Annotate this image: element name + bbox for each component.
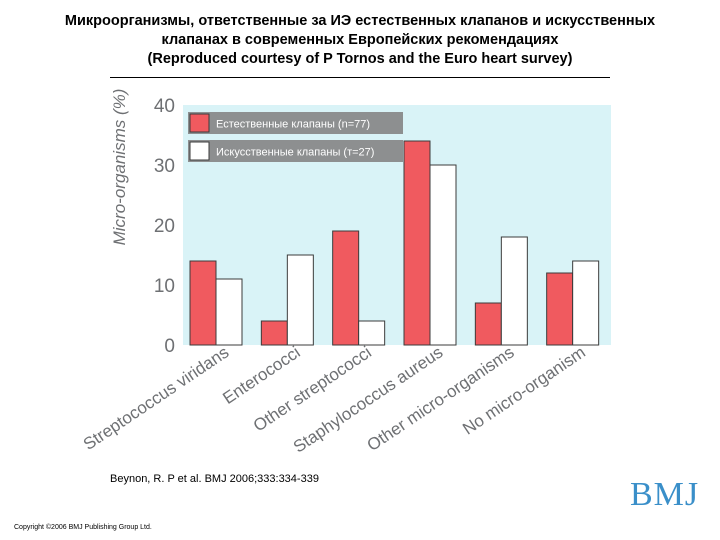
bar-native (189, 260, 217, 346)
bar-prosthetic (286, 254, 314, 346)
y-tick-label: 0 (164, 336, 175, 357)
bar-native (403, 140, 431, 346)
bmj-logo: BMJ (630, 476, 700, 513)
bar-native (332, 230, 360, 346)
x-category-label: Streptococcus viridans (80, 343, 232, 454)
y-tick-label: 10 (154, 276, 175, 297)
legend-item-bg (188, 112, 403, 134)
x-category-label: Other streptococci (250, 343, 375, 436)
bar-native (474, 302, 502, 346)
bar-native (546, 272, 574, 346)
legend-item-bg (188, 140, 403, 162)
bar-prosthetic (500, 236, 528, 346)
copyright-notice: Copyright ©2006 BMJ Publishing Group Ltd… (14, 524, 152, 531)
title-line-1: Микроорганизмы, ответственные за ИЭ есте… (64, 13, 656, 29)
legend-swatch (189, 141, 210, 161)
y-tick-label: 20 (154, 216, 175, 237)
title-divider (110, 77, 610, 78)
bar-prosthetic (429, 164, 457, 346)
title-line-3: (Reproduced courtesy of P Tornos and the… (147, 51, 573, 67)
legend-swatch (189, 113, 210, 133)
bar-prosthetic (215, 278, 243, 346)
title-line-2: клапанах в современных Европейских реком… (161, 32, 559, 48)
y-tick-label: 30 (154, 156, 175, 177)
x-category-label: No micro-organism (459, 343, 589, 439)
bar-native (260, 320, 288, 346)
bar-prosthetic (358, 320, 386, 346)
y-tick-label: 40 (154, 96, 175, 117)
bar-prosthetic (572, 260, 600, 346)
chart-title: Микроорганизмы, ответственные за ИЭ есте… (20, 12, 700, 69)
y-axis-label: Micro-organisms (%) (110, 89, 129, 246)
source-citation: Beynon, R. P et al. BMJ 2006;333:334-339 (110, 473, 319, 485)
legend-entry-label: Естественные клапаны (n=77) (216, 119, 370, 131)
legend-entry-label: Искусственные клапаны (т=27) (216, 147, 374, 159)
